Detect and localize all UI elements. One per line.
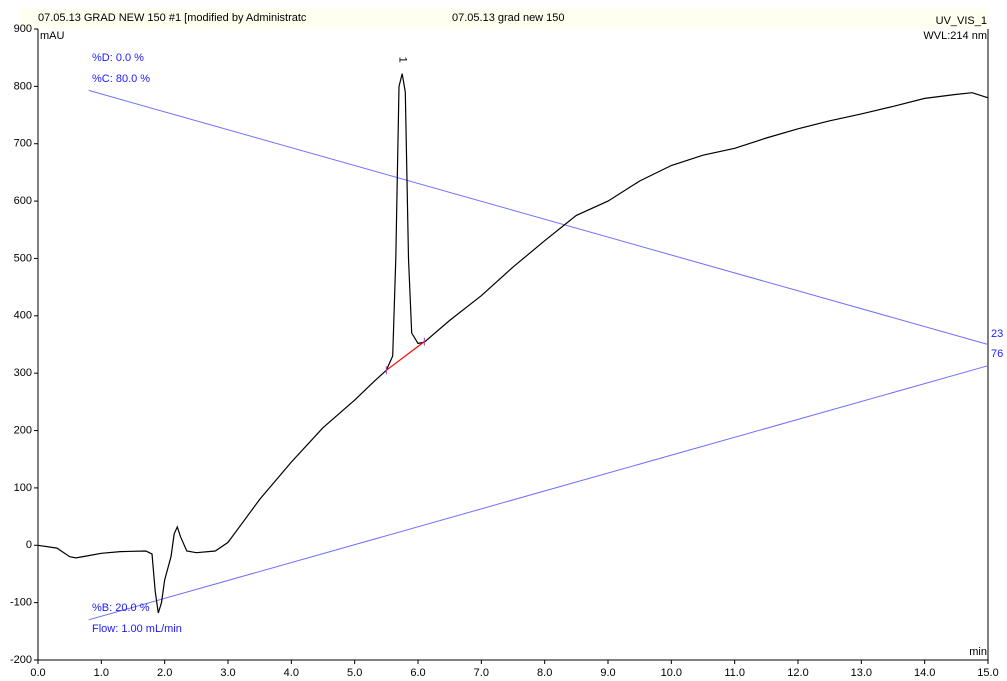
header-right: UV_VIS_1 xyxy=(936,15,987,27)
x-tick-label: 15.0 xyxy=(977,667,998,679)
x-tick-label: 14.0 xyxy=(914,667,935,679)
annotation: %D: 0.0 % xyxy=(92,52,144,64)
x-tick-label: 11.0 xyxy=(724,667,745,679)
y-tick-label: 900 xyxy=(14,23,32,35)
y-tick-label: 300 xyxy=(14,367,32,379)
x-tick-label: 3.0 xyxy=(220,667,235,679)
y-tick-label: 0 xyxy=(26,539,32,551)
y-axis-label: mAU xyxy=(40,30,65,42)
peak-baseline xyxy=(385,341,425,371)
x-axis-label: min xyxy=(969,646,987,658)
x-tick-label: 10.0 xyxy=(661,667,682,679)
x-tick-label: 7.0 xyxy=(474,667,489,679)
y-tick-label: 500 xyxy=(14,252,32,264)
x-tick-label: 12.0 xyxy=(787,667,808,679)
gradient-line xyxy=(88,89,989,345)
x-tick-label: 2.0 xyxy=(157,667,172,679)
annotation: %B: 20.0 % xyxy=(92,602,150,614)
y-tick-label: -100 xyxy=(10,597,32,609)
x-tick-label: 0.0 xyxy=(30,667,45,679)
x-tick-label: 9.0 xyxy=(600,667,615,679)
annotation: 76 xyxy=(991,348,1003,360)
wavelength: WVL:214 nm xyxy=(923,30,987,42)
y-tick-label: 700 xyxy=(14,138,32,150)
header-left: 07.05.13 GRAD NEW 150 #1 [modified by Ad… xyxy=(38,12,307,24)
annotation: Flow: 1.00 mL/min xyxy=(92,623,182,635)
y-tick-label: 200 xyxy=(14,424,32,436)
annotation: 23 xyxy=(991,328,1003,340)
y-tick-label: 400 xyxy=(14,310,32,322)
trace xyxy=(37,73,989,614)
x-tick-label: 1.0 xyxy=(94,667,109,679)
y-tick-label: 800 xyxy=(14,80,32,92)
x-tick-label: 4.0 xyxy=(284,667,299,679)
y-tick-label: -200 xyxy=(10,654,32,666)
y-tick-label: 100 xyxy=(14,482,32,494)
x-tick-label: 8.0 xyxy=(537,667,552,679)
y-tick-label: 600 xyxy=(14,195,32,207)
header-band xyxy=(20,9,988,29)
x-tick-label: 6.0 xyxy=(410,667,425,679)
header-center: 07.05.13 grad new 150 xyxy=(452,12,565,24)
gradient-line xyxy=(88,365,989,621)
x-tick-label: 13.0 xyxy=(851,667,872,679)
annotation: %C: 80.0 % xyxy=(92,73,150,85)
peak-label: 1 xyxy=(396,57,408,63)
x-tick-label: 5.0 xyxy=(347,667,362,679)
